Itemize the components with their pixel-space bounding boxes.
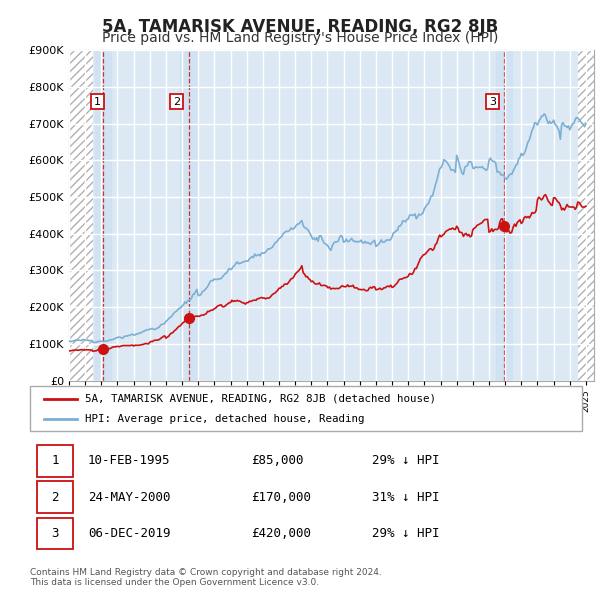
FancyBboxPatch shape — [37, 445, 73, 477]
Text: 1: 1 — [51, 454, 59, 467]
Text: Contains HM Land Registry data © Crown copyright and database right 2024.
This d: Contains HM Land Registry data © Crown c… — [30, 568, 382, 587]
Text: 2: 2 — [51, 490, 59, 504]
Text: 5A, TAMARISK AVENUE, READING, RG2 8JB: 5A, TAMARISK AVENUE, READING, RG2 8JB — [102, 18, 498, 36]
Text: 3: 3 — [51, 527, 59, 540]
FancyBboxPatch shape — [37, 517, 73, 549]
Bar — [181, 50, 197, 381]
Text: 29% ↓ HPI: 29% ↓ HPI — [372, 454, 440, 467]
Text: 31% ↓ HPI: 31% ↓ HPI — [372, 490, 440, 504]
Text: £85,000: £85,000 — [251, 454, 304, 467]
FancyBboxPatch shape — [37, 481, 73, 513]
Text: 1: 1 — [94, 97, 101, 107]
Text: 06-DEC-2019: 06-DEC-2019 — [88, 527, 170, 540]
Text: £170,000: £170,000 — [251, 490, 311, 504]
Text: 24-MAY-2000: 24-MAY-2000 — [88, 490, 170, 504]
Text: 10-FEB-1995: 10-FEB-1995 — [88, 454, 170, 467]
Text: 2: 2 — [173, 97, 181, 107]
Bar — [95, 50, 111, 381]
FancyBboxPatch shape — [30, 386, 582, 431]
Bar — [496, 50, 512, 381]
Text: Price paid vs. HM Land Registry's House Price Index (HPI): Price paid vs. HM Land Registry's House … — [102, 31, 498, 45]
Text: HPI: Average price, detached house, Reading: HPI: Average price, detached house, Read… — [85, 414, 365, 424]
Text: 5A, TAMARISK AVENUE, READING, RG2 8JB (detached house): 5A, TAMARISK AVENUE, READING, RG2 8JB (d… — [85, 394, 436, 404]
Text: £420,000: £420,000 — [251, 527, 311, 540]
Text: 3: 3 — [489, 97, 496, 107]
Text: 29% ↓ HPI: 29% ↓ HPI — [372, 527, 440, 540]
